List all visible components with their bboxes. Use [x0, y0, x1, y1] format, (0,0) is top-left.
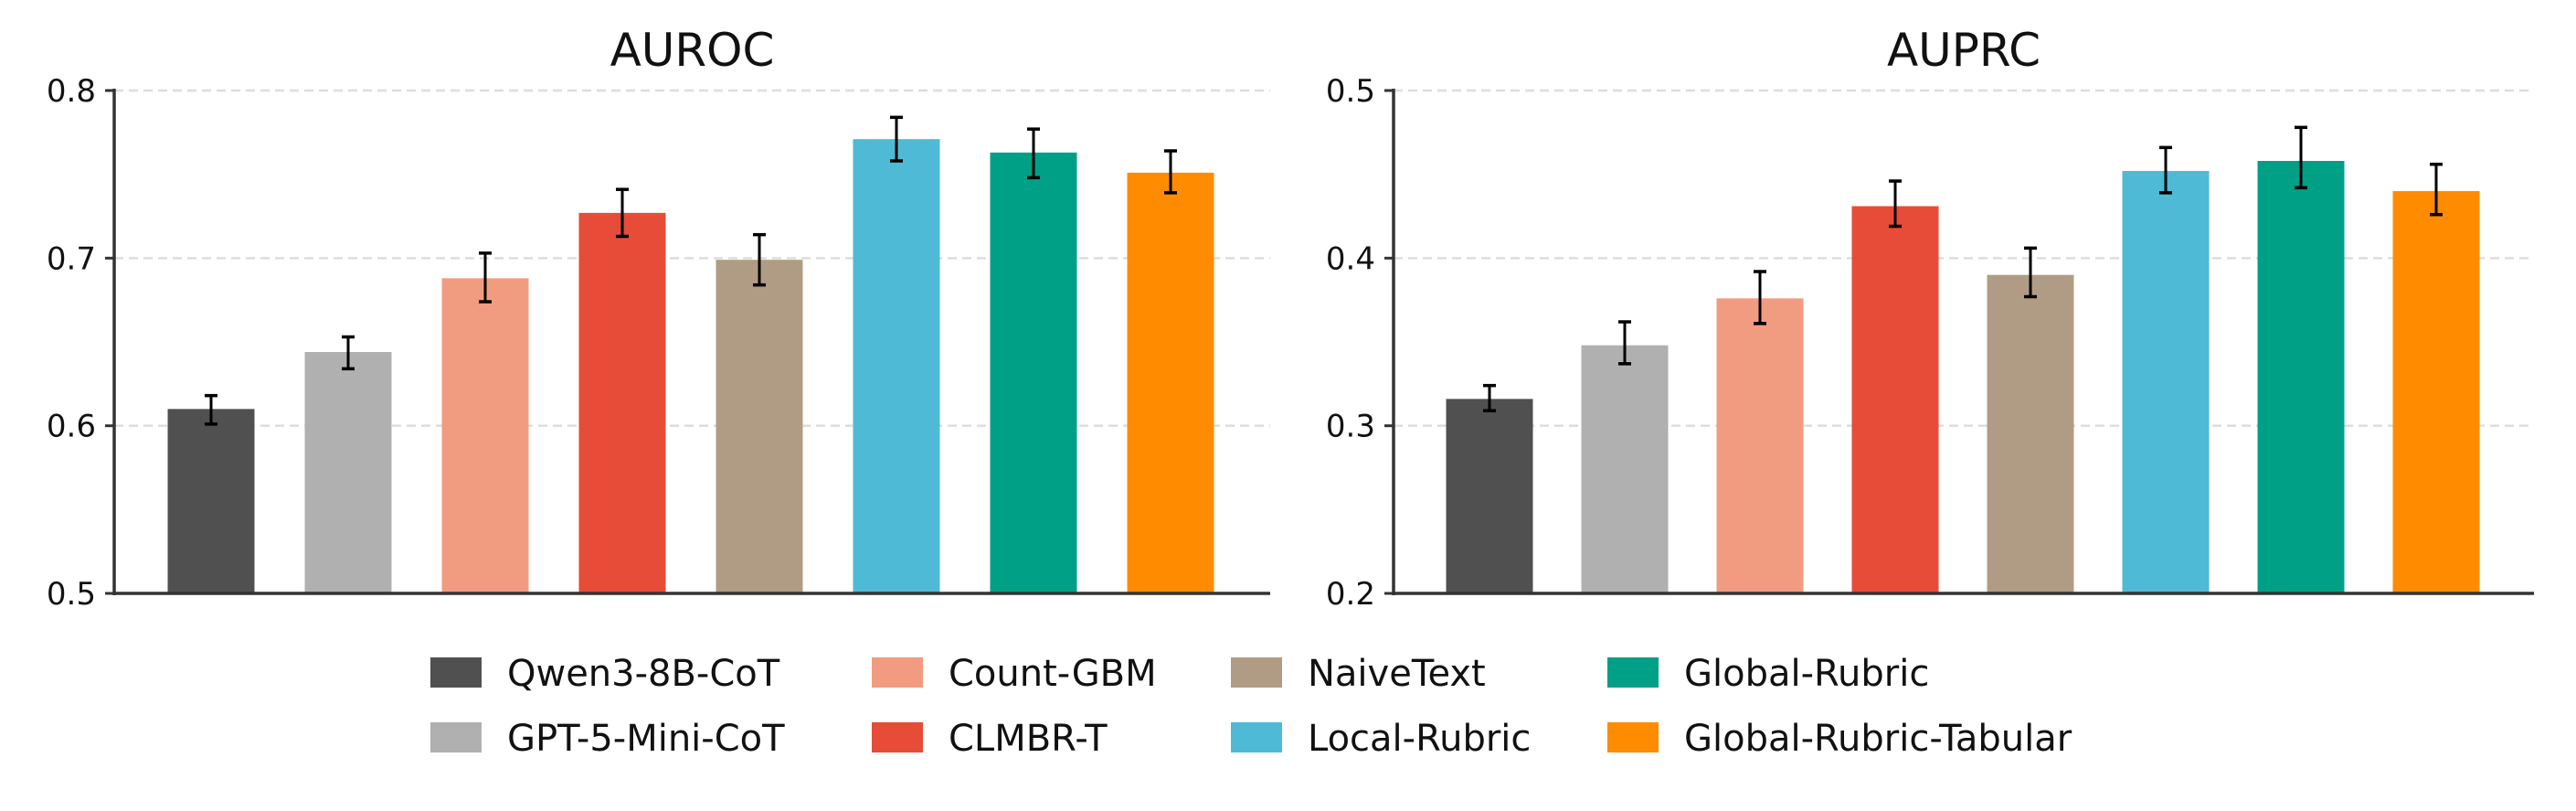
panel-auprc: 0.2 0.3 0.4 0.5 AUPRC	[1326, 24, 2534, 613]
legend-item-count-gbm: Count-GBM	[872, 653, 1157, 695]
legend-swatch	[430, 657, 482, 688]
legend-label: Count-GBM	[949, 653, 1157, 695]
legend-item-clmbr-t: CLMBR-T	[872, 718, 1108, 760]
legend-swatch	[1607, 722, 1659, 752]
bar-local-rubric	[2122, 171, 2210, 593]
bar-naivetext	[1987, 274, 2074, 593]
bar-qwen3-8b-cot	[1446, 399, 1533, 593]
bar-qwen3-8b-cot	[167, 409, 255, 593]
legend-swatch	[1607, 657, 1659, 688]
y-tick-label: 0.4	[1326, 240, 1375, 277]
y-tick-label: 0.8	[47, 73, 96, 110]
legend-label: Local-Rubric	[1308, 718, 1531, 760]
y-tick-label: 0.5	[1326, 73, 1375, 110]
bar-clmbr-t	[1851, 206, 1939, 593]
bar-global-rubric	[2257, 161, 2345, 593]
legend-item-naivetext: NaiveText	[1231, 653, 1486, 695]
legend-label: Global-Rubric-Tabular	[1684, 718, 2072, 760]
bar-clmbr-t	[578, 212, 666, 594]
bar-gpt-5-mini-cot	[304, 352, 392, 593]
bar-local-rubric	[853, 139, 940, 593]
y-tick-label: 0.7	[47, 240, 96, 277]
legend-label: Global-Rubric	[1684, 653, 1929, 695]
bar-count-gbm	[441, 278, 529, 593]
bar-global-rubric-tabular	[2392, 191, 2480, 593]
legend-label: NaiveText	[1308, 653, 1486, 695]
y-tick-label: 0.6	[47, 409, 96, 445]
legend-item-global-rubric-tabular: Global-Rubric-Tabular	[1607, 718, 2072, 760]
legend-swatch	[430, 722, 482, 752]
legend-item-global-rubric: Global-Rubric	[1607, 653, 1929, 695]
legend-swatch	[872, 657, 923, 688]
bar-count-gbm	[1716, 298, 1804, 593]
bar-naivetext	[716, 260, 803, 593]
legend-item-gpt-5-mini-cot: GPT-5-Mini-CoT	[430, 718, 785, 760]
legend: Qwen3-8B-CoT GPT-5-Mini-CoT Count-GBM CLMBR…	[430, 653, 2072, 760]
legend-item-qwen3-8b-cot: Qwen3-8B-CoT	[430, 653, 780, 695]
legend-label: Qwen3-8B-CoT	[507, 653, 780, 695]
panel-auroc: 0.5 0.6 0.7 0.8 AUROC	[47, 24, 1270, 613]
y-tick-label: 0.3	[1326, 409, 1375, 445]
legend-swatch	[1231, 722, 1282, 752]
y-tick-label: 0.5	[47, 576, 96, 613]
chart-title: AUROC	[610, 24, 775, 77]
legend-swatch	[872, 722, 923, 752]
chart-title: AUPRC	[1887, 24, 2041, 77]
y-tick-label: 0.2	[1326, 576, 1375, 613]
bar-gpt-5-mini-cot	[1581, 345, 1669, 593]
legend-item-local-rubric: Local-Rubric	[1231, 718, 1531, 760]
bar-global-rubric-tabular	[1127, 172, 1214, 594]
legend-swatch	[1231, 657, 1282, 688]
bar-global-rubric	[990, 152, 1077, 594]
legend-label: CLMBR-T	[949, 718, 1108, 760]
legend-label: GPT-5-Mini-CoT	[507, 718, 785, 760]
